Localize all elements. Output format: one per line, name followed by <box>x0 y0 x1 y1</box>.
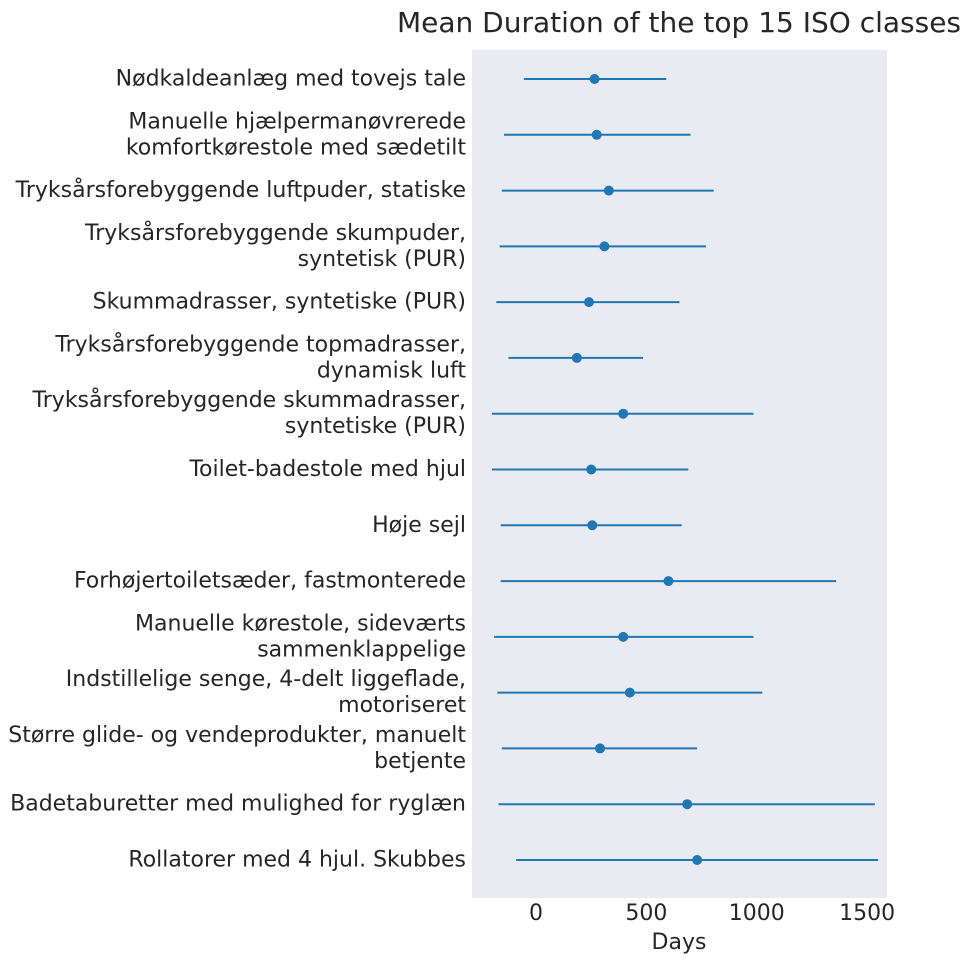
category-label: Rollatorer med 4 hjul. Skubbes <box>128 848 466 873</box>
category-label: syntetiske (PUR) <box>285 414 466 439</box>
mean-point <box>587 520 598 531</box>
mean-point <box>618 631 629 642</box>
mean-point <box>682 799 693 810</box>
category-label: Høje sejl <box>372 513 466 538</box>
category-label: syntetisk (PUR) <box>298 247 466 272</box>
mean-point <box>603 185 614 196</box>
x-tick-label: 1500 <box>839 901 895 926</box>
category-label: sammenklappelige <box>257 637 466 662</box>
mean-point <box>692 855 703 865</box>
category-label: Større glide- og vendeprodukter, manuelt <box>8 723 466 748</box>
mean-point <box>591 129 602 140</box>
category-label: Skummadrasser, syntetiske (PUR) <box>93 290 466 315</box>
category-label: Tryksårsforebyggende skummadrasser, <box>32 387 466 413</box>
plot-background <box>472 50 887 898</box>
mean-point <box>571 352 582 363</box>
category-label: Tryksårsforebyggende luftpuder, statiske <box>15 177 466 203</box>
category-label: Tryksårsforebyggende skumpuder, <box>84 220 466 246</box>
x-tick-label: 500 <box>625 901 667 926</box>
mean-point <box>599 241 610 252</box>
mean-point <box>663 576 674 587</box>
mean-point <box>583 297 594 308</box>
mean-point <box>624 687 635 698</box>
category-label: Toilet-badestole med hjul <box>188 457 466 482</box>
category-label: Manuelle hjælpermanøvrerede <box>128 109 466 134</box>
category-label: Nødkaldeanlæg med tovejs tale <box>116 67 466 92</box>
mean-point <box>589 74 600 84</box>
category-label: Manuelle kørestole, sideværts <box>135 611 466 636</box>
mean-point <box>618 408 629 419</box>
mean-point <box>595 743 606 754</box>
x-tick-label: 1000 <box>729 901 785 926</box>
x-axis-label: Days <box>652 930 707 955</box>
category-label: Badetaburetter med mulighed for ryglæn <box>10 792 466 817</box>
category-label: betjente <box>374 749 466 774</box>
category-label: motoriseret <box>338 693 466 718</box>
category-label: dynamisk luft <box>317 358 467 383</box>
chart-title: Mean Duration of the top 15 ISO classes <box>397 6 960 39</box>
x-tick-label: 0 <box>529 901 543 926</box>
category-label: Tryksårsforebyggende topmadrasser, <box>54 331 466 357</box>
category-labels: Nødkaldeanlæg med tovejs tale Manuelle hj… <box>8 67 466 873</box>
x-tick-labels: 0 500 1000 1500 <box>529 901 895 926</box>
mean-points <box>571 74 703 865</box>
category-label: komfortkørestole med sædetilt <box>126 135 467 160</box>
category-label: Forhøjertoiletsæder, fastmonterede <box>74 569 466 594</box>
mean-point <box>586 464 597 475</box>
category-label: Indstillelige senge, 4-delt liggeflade, <box>66 667 466 692</box>
